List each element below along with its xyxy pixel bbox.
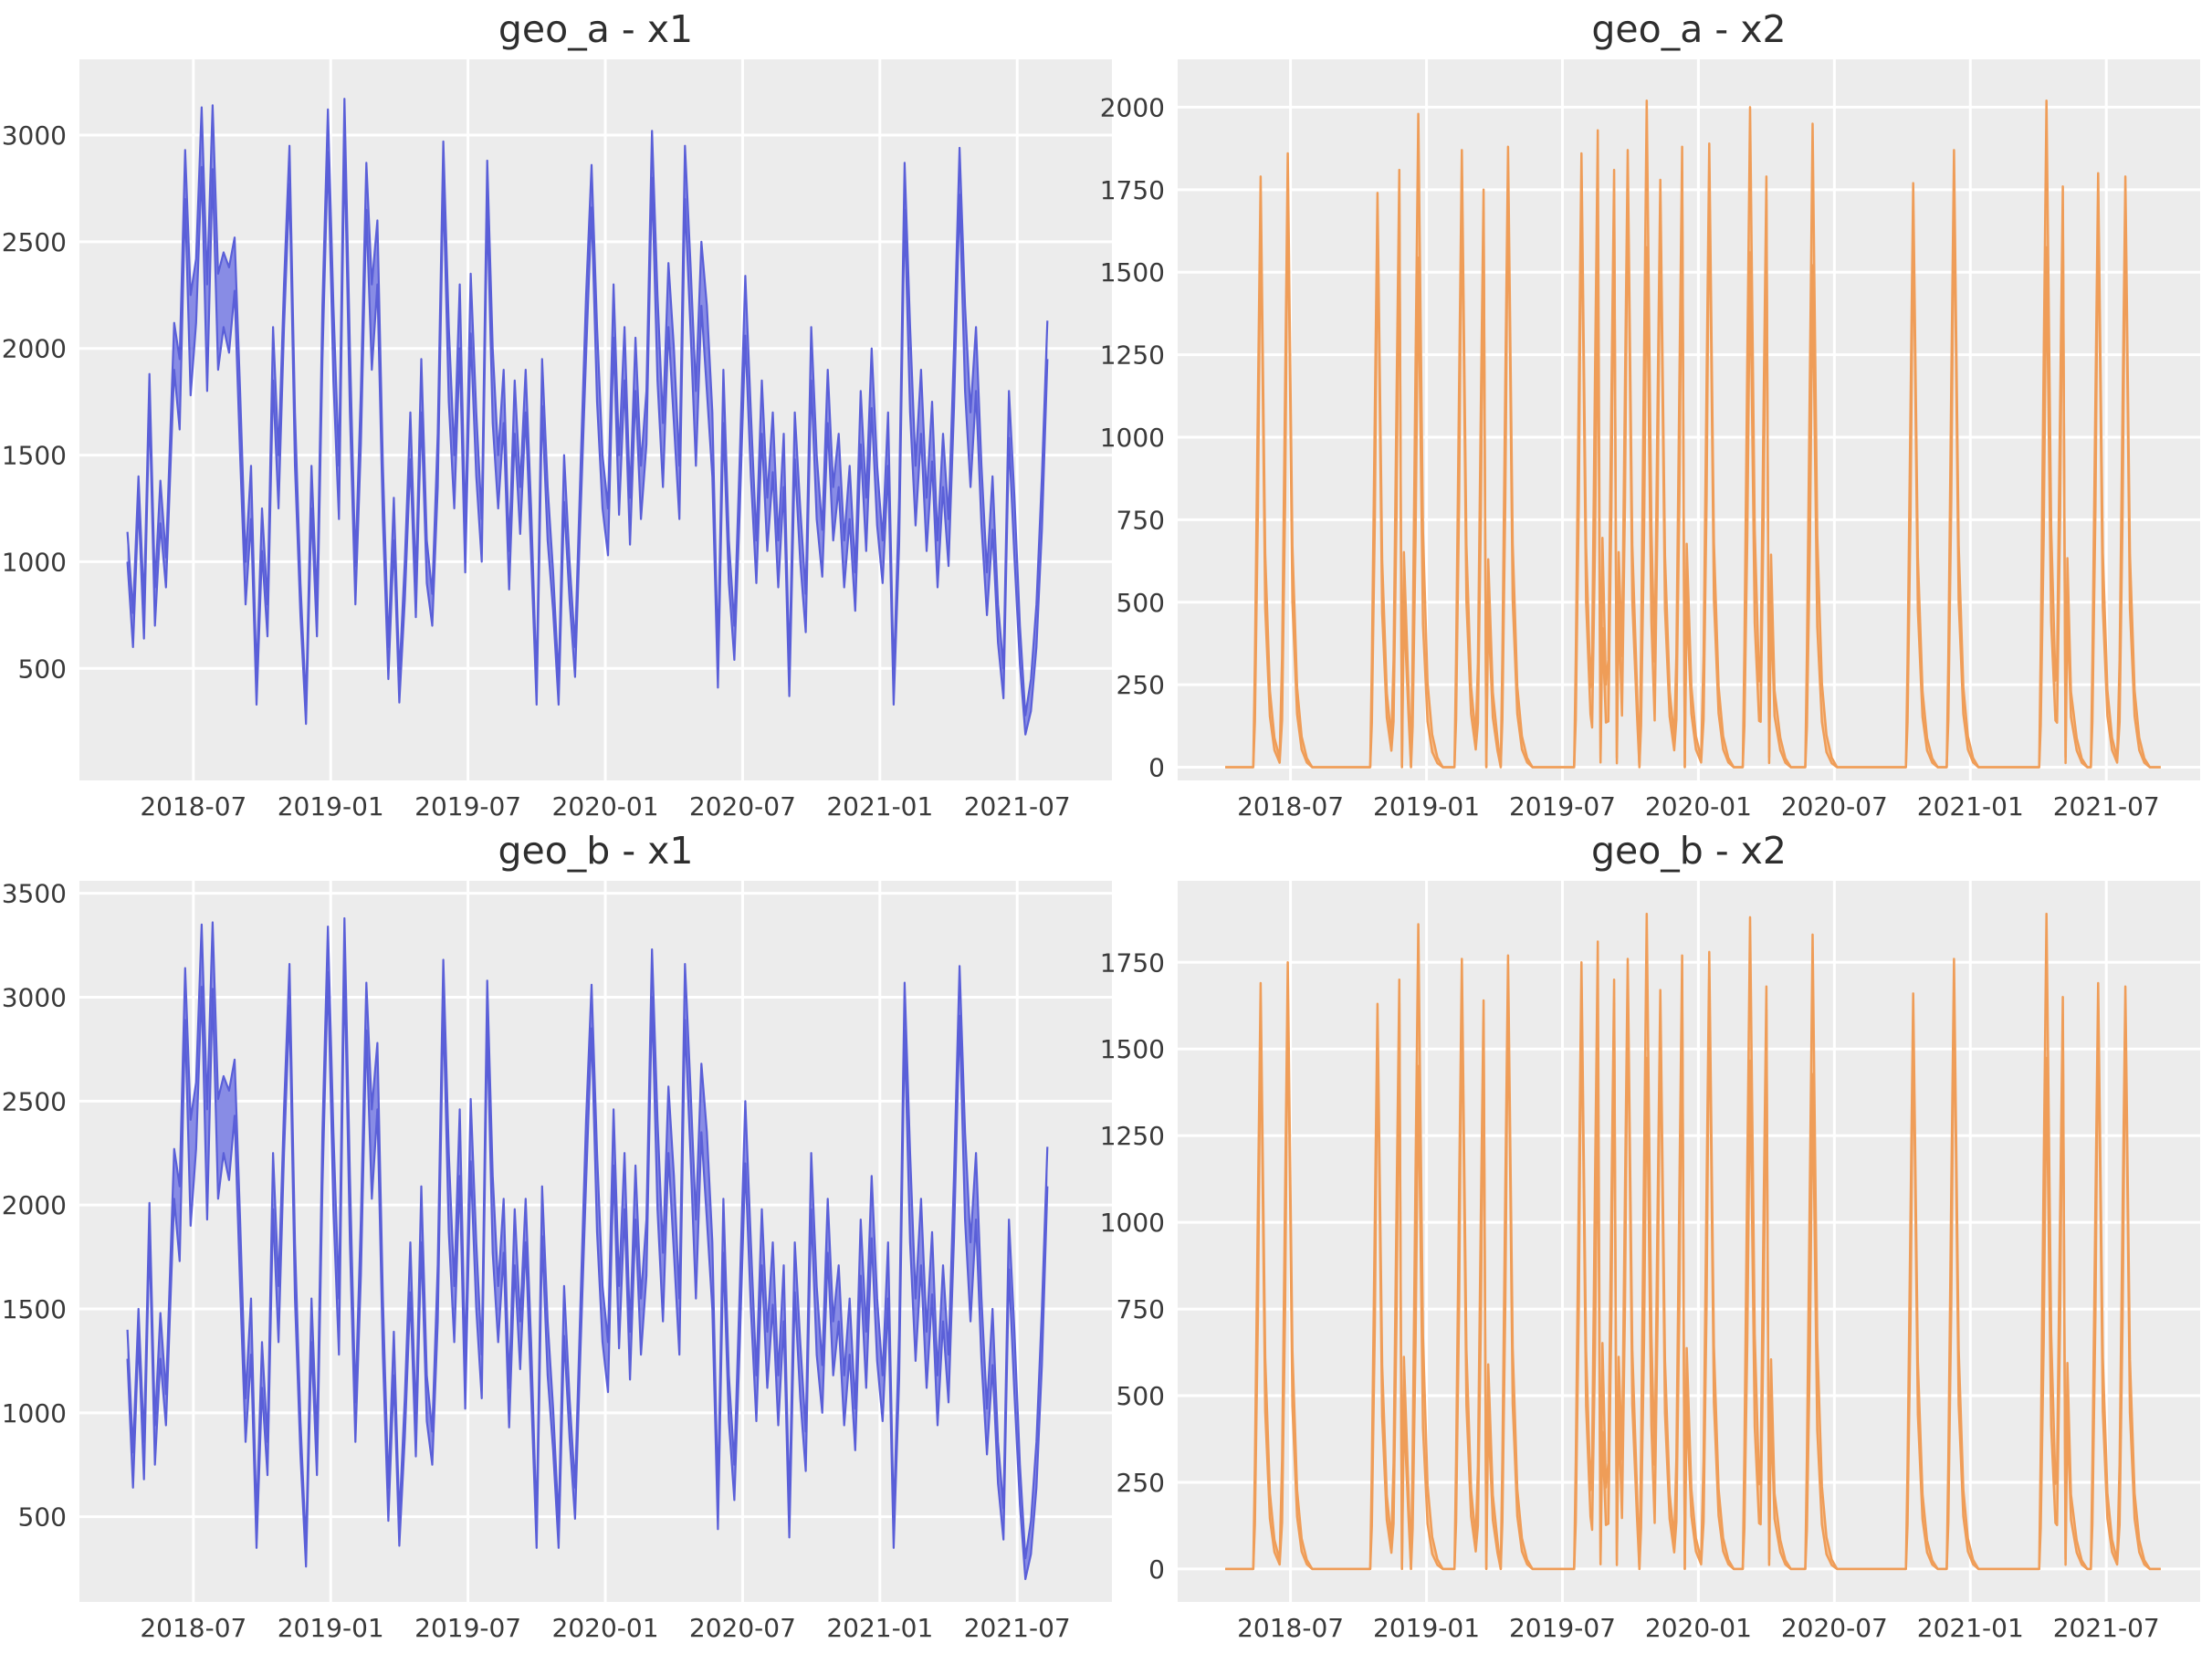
series-lower-line — [1225, 975, 2161, 1571]
y-tick-label: 1500 — [2, 441, 67, 471]
x-tick-label: 2018-07 — [140, 791, 246, 822]
y-tick-label: 3500 — [2, 879, 67, 909]
series-lower-line — [126, 962, 1049, 1581]
y-tick-label: 0 — [1148, 1554, 1165, 1585]
y-tick-label: 3000 — [2, 120, 67, 151]
x-tick-label: 2019-01 — [278, 791, 384, 822]
x-tick-label: 2021-01 — [1917, 1613, 2024, 1643]
x-tick-label: 2019-07 — [1509, 1613, 1616, 1643]
x-tick-label: 2021-07 — [964, 1613, 1071, 1643]
y-tick-label: 500 — [18, 1502, 67, 1533]
x-tick-label: 2021-01 — [1917, 791, 2024, 822]
y-tick-label: 2000 — [2, 1190, 67, 1220]
y-tick-label: 1750 — [1100, 947, 1165, 978]
x-tick-label: 2019-07 — [414, 1613, 521, 1643]
y-tick-label: 2500 — [2, 227, 67, 257]
x-tick-label: 2019-07 — [1509, 791, 1616, 822]
series-lower-line — [1225, 167, 2161, 769]
y-tick-label: 1500 — [1100, 1034, 1165, 1064]
x-tick-label: 2019-01 — [1373, 791, 1480, 822]
y-tick-label: 1500 — [2, 1294, 67, 1324]
x-tick-label: 2021-07 — [2053, 791, 2160, 822]
y-tick-label: 1750 — [1100, 175, 1165, 205]
y-tick-label: 1000 — [1100, 1208, 1165, 1238]
y-tick-label: 500 — [1116, 588, 1165, 618]
y-tick-label: 2500 — [2, 1086, 67, 1116]
y-tick-label: 1500 — [1100, 257, 1165, 288]
x-tick-label: 2021-07 — [964, 791, 1071, 822]
y-tick-label: 2000 — [1100, 92, 1165, 122]
y-tick-label: 500 — [18, 654, 67, 684]
series-lower-line — [126, 144, 1049, 736]
x-tick-label: 2019-07 — [414, 791, 521, 822]
y-tick-label: 750 — [1116, 1294, 1165, 1324]
plot-geo-b-x1: 2018-07 2019-01 2019-07 2020-01 2020-07 2021-… — [2, 879, 1112, 1643]
y-tick-label: 2000 — [2, 334, 67, 364]
x-tick-label: 2018-07 — [1237, 1613, 1344, 1643]
y-tick-label: 250 — [1116, 1468, 1165, 1498]
chart-title-geo-a-x2: geo_a - x2 — [1591, 7, 1787, 51]
x-tick-label: 2020-07 — [1781, 791, 1888, 822]
x-tick-label: 2019-01 — [1373, 1613, 1480, 1643]
x-tick-label: 2020-01 — [1645, 1613, 1752, 1643]
x-tick-label: 2020-01 — [552, 1613, 659, 1643]
x-tick-label: 2020-07 — [689, 1613, 796, 1643]
x-tick-label: 2020-01 — [552, 791, 659, 822]
plot-geo-b-x2: 2018-07 2019-01 2019-07 2020-01 2020-07 2021-… — [1100, 881, 2200, 1643]
y-tick-label: 1000 — [1100, 423, 1165, 453]
y-tick-label: 1000 — [2, 547, 67, 577]
y-tick-label: 0 — [1148, 753, 1165, 783]
x-tick-label: 2020-07 — [689, 791, 796, 822]
y-tick-label: 750 — [1116, 505, 1165, 535]
y-tick-label: 250 — [1116, 670, 1165, 700]
chart-title-geo-a-x1: geo_a - x1 — [498, 7, 694, 51]
x-tick-label: 2020-07 — [1781, 1613, 1888, 1643]
x-tick-label: 2018-07 — [1237, 791, 1344, 822]
y-tick-label: 500 — [1116, 1381, 1165, 1411]
plot-geo-a-x2: 2018-07 2019-01 2019-07 2020-01 2020-07 2021-… — [1100, 59, 2200, 822]
x-tick-label: 2020-01 — [1645, 791, 1752, 822]
y-tick-label: 1250 — [1100, 340, 1165, 371]
y-tick-label: 1250 — [1100, 1121, 1165, 1151]
plot-background — [79, 881, 1112, 1602]
x-tick-label: 2018-07 — [140, 1613, 246, 1643]
x-tick-label: 2021-07 — [2053, 1613, 2160, 1643]
chart-title-geo-b-x2: geo_b - x2 — [1590, 829, 1787, 873]
y-tick-label: 3000 — [2, 982, 67, 1012]
plot-geo-a-x1: 2018-07 2019-01 2019-07 2020-01 2020-07 2021-… — [2, 59, 1112, 822]
x-tick-label: 2021-01 — [826, 1613, 933, 1643]
chart-title-geo-b-x1: geo_b - x1 — [498, 829, 694, 873]
x-tick-label: 2021-01 — [826, 791, 933, 822]
plot-background — [79, 59, 1112, 780]
y-tick-label: 1000 — [2, 1398, 67, 1429]
x-tick-label: 2019-01 — [278, 1613, 384, 1643]
